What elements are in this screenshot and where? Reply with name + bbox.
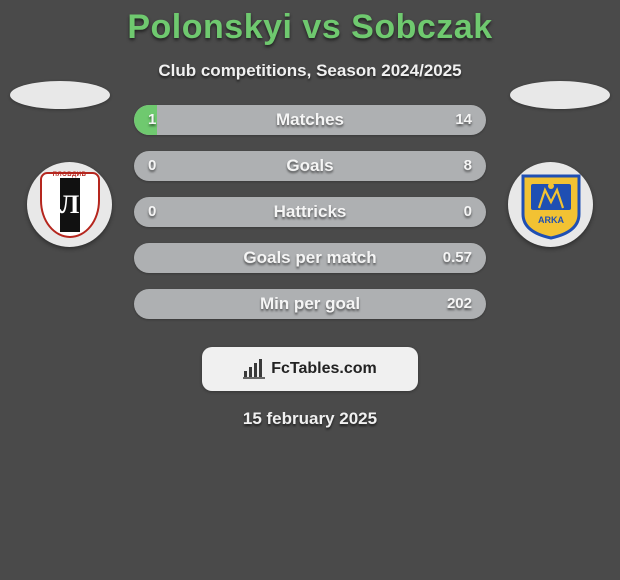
brand-box: FcTables.com — [202, 347, 418, 391]
club-right-label: ARKA — [538, 215, 564, 225]
stat-value-right: 0.57 — [443, 243, 472, 273]
page-subtitle: Club competitions, Season 2024/2025 — [0, 61, 620, 81]
club-shield-right: ARKA — [519, 170, 583, 240]
stat-row: 0Hattricks0 — [134, 197, 486, 227]
comparison-area: ПЛОВДИВ Л ARKA 1Matches140Goals80Hattric… — [0, 105, 620, 335]
club-badge-right: ARKA — [508, 162, 593, 247]
player-oval-left — [10, 81, 110, 109]
stat-rows: 1Matches140Goals80Hattricks0Goals per ma… — [134, 105, 486, 335]
stat-value-right: 14 — [455, 105, 472, 135]
page-title: Polonskyi vs Sobczak — [0, 8, 620, 47]
club-shield-left: ПЛОВДИВ Л — [40, 172, 100, 238]
stat-row: Goals per match0.57 — [134, 243, 486, 273]
brand-text: FcTables.com — [271, 360, 377, 378]
stat-label: Hattricks — [134, 197, 486, 227]
stat-value-right: 0 — [464, 197, 472, 227]
player-oval-right — [510, 81, 610, 109]
stat-row: 1Matches14 — [134, 105, 486, 135]
stat-value-right: 202 — [447, 289, 472, 319]
club-badge-left: ПЛОВДИВ Л — [27, 162, 112, 247]
comparison-card: Polonskyi vs Sobczak Club competitions, … — [0, 0, 620, 429]
stat-label: Goals per match — [134, 243, 486, 273]
stat-label: Min per goal — [134, 289, 486, 319]
date-text: 15 february 2025 — [0, 409, 620, 429]
stat-row: 0Goals8 — [134, 151, 486, 181]
stat-value-right: 8 — [464, 151, 472, 181]
club-left-letter: Л — [60, 190, 79, 220]
bar-chart-icon — [243, 359, 265, 379]
stat-label: Matches — [134, 105, 486, 135]
stat-row: Min per goal202 — [134, 289, 486, 319]
stat-label: Goals — [134, 151, 486, 181]
arka-crest-icon: ARKA — [519, 170, 583, 240]
